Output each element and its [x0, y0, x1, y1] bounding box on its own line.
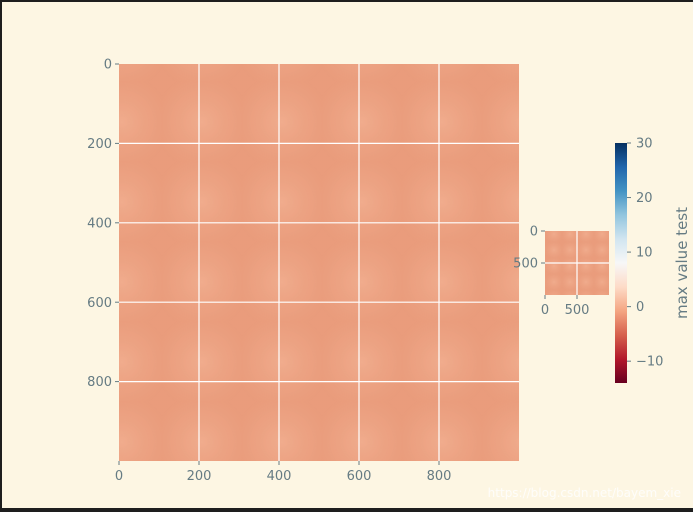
main-heatmap-axes: 0 200 400 600 800 0 200 400 600 800 [87, 58, 519, 484]
colorbar-gradient [615, 143, 627, 383]
main-ytick-label: 800 [87, 375, 112, 390]
main-xtick-label: 800 [427, 469, 452, 484]
colorbar-tick-label: 10 [636, 246, 653, 261]
inset-xtick-label: 500 [565, 303, 590, 318]
main-ytick-label: 400 [87, 216, 112, 231]
inset-ytick-label: 500 [513, 257, 538, 272]
main-xtick-label: 200 [187, 469, 212, 484]
main-xtick-label: 400 [267, 469, 292, 484]
inset-heatmap-axes: 0 500 0 500 [513, 225, 609, 318]
main-xtick-label: 600 [347, 469, 372, 484]
colorbar-label: max value test [673, 207, 691, 319]
main-ytick-label: 600 [87, 296, 112, 311]
colorbar: 30 20 10 0 −10 max value test [615, 137, 691, 383]
main-texture [119, 64, 519, 461]
colorbar-tick-label: 30 [636, 137, 653, 152]
main-ytick-label: 200 [87, 137, 112, 152]
main-ytick-label: 0 [104, 58, 112, 73]
main-xtick-label: 0 [115, 469, 123, 484]
colorbar-tick-label: 0 [636, 300, 644, 315]
inset-ytick-label: 0 [530, 225, 538, 240]
colorbar-tick-label: −10 [636, 355, 663, 370]
inset-xtick-label: 0 [541, 303, 549, 318]
colorbar-tick-label: 20 [636, 191, 653, 206]
watermark: https://blog.csdn.net/bayem_xie [487, 486, 681, 500]
